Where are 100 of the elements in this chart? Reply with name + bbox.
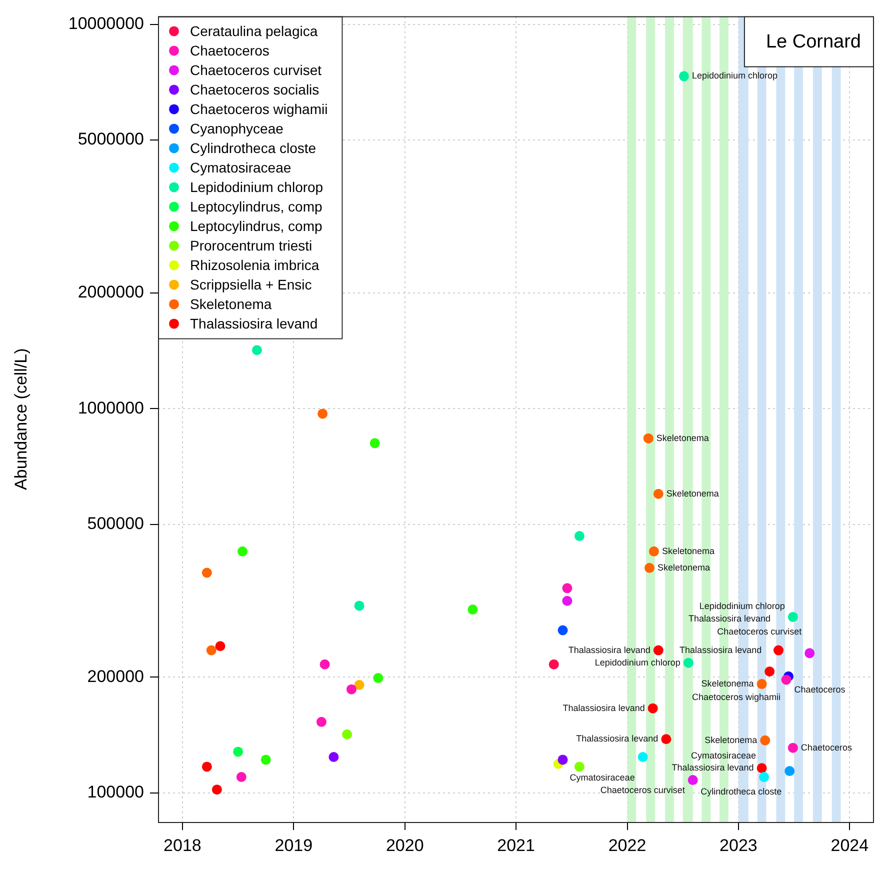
legend-label: Cyanophyceae (190, 120, 284, 137)
point (316, 716, 326, 727)
data-label: Thalassiosira levand (680, 644, 762, 655)
x-tick-label: 2021 (497, 836, 535, 855)
point (788, 612, 798, 622)
y-tick-label: 5000000 (78, 130, 144, 149)
point (638, 752, 648, 762)
legend-label: Prorocentrum triesti (190, 238, 312, 254)
data-label: Cylindrotheca closte (700, 786, 782, 797)
point (562, 596, 572, 606)
data-label: Chaetoceros curviset (600, 785, 686, 796)
legend-label: Chaetoceros socialis (190, 82, 320, 98)
point (678, 71, 689, 82)
y-tick-label: 2000000 (78, 282, 144, 302)
data-label: Skeletonema (657, 562, 710, 572)
data-label: Chaetoceros wighamii (692, 692, 780, 702)
data-label: Cymatosiraceae (691, 750, 756, 760)
data-label: Thalassiosira levand (568, 644, 650, 655)
legend-label: Thalassiosira levand (190, 316, 318, 332)
data-label: Lepidodinium chlorop (692, 70, 778, 81)
point (548, 659, 559, 670)
point (328, 752, 339, 762)
data-label: Skeletonema (656, 432, 709, 443)
y-tick-label: 1000000 (78, 398, 144, 418)
y-tick-label: 10000000 (68, 14, 144, 34)
y-tick-label: 200000 (87, 666, 144, 686)
y-tick-label: 100000 (87, 782, 144, 802)
point (342, 729, 352, 740)
legend-label: Leptocylindrus, comp (190, 198, 323, 215)
data-label: Chaetoceros curviset (717, 626, 802, 637)
legend-label: Chaetoceros (190, 42, 270, 59)
point (688, 775, 698, 786)
point (643, 433, 654, 444)
point (320, 659, 330, 670)
data-label: Thalassiosira levand (562, 702, 645, 713)
point (788, 742, 798, 753)
x-tick-label: 2019 (274, 836, 313, 855)
point (764, 666, 775, 676)
x-tick-label: 2020 (386, 836, 424, 855)
point (648, 703, 658, 714)
point (756, 679, 767, 690)
annotation: Le Cornard (766, 31, 861, 52)
point (562, 583, 572, 594)
point (558, 754, 568, 765)
point (260, 754, 271, 765)
data-label: Skeletonema (701, 678, 754, 689)
point (558, 625, 568, 636)
point (804, 648, 815, 658)
data-label: Skeletonema (662, 546, 714, 556)
data-label: Thalassiosira levand (688, 613, 770, 624)
data-label: Chaetoceros (794, 684, 846, 695)
point (756, 763, 767, 774)
point (574, 531, 584, 542)
point (215, 641, 226, 652)
x-tick-label: 2018 (164, 836, 202, 855)
legend-label: Skeletonema (190, 296, 272, 312)
x-tick-label: 2024 (830, 836, 869, 855)
data-label: Chaetoceros (800, 742, 852, 752)
x-tick-label: 2023 (720, 836, 758, 855)
data-label: Thalassiosira levand (672, 762, 754, 773)
point (206, 645, 216, 656)
point (468, 604, 478, 615)
point (233, 746, 244, 757)
point (238, 546, 248, 556)
legend-label: Cylindrotheca closte (190, 140, 316, 156)
point (683, 658, 694, 668)
legend-label: Chaetoceros curviset (190, 62, 322, 78)
data-label: Skeletonema (704, 734, 758, 745)
point (653, 645, 664, 656)
point (373, 673, 384, 684)
legend-label: Leptocylindrus, comp (190, 218, 323, 234)
point (354, 600, 364, 611)
legend-label: Cerataulina pelagica (190, 23, 318, 40)
point (574, 762, 584, 772)
legend-label: Cymatosiraceae (190, 160, 292, 176)
y-axis-title: Abundance (cell/L) (12, 348, 31, 490)
point (784, 766, 795, 776)
point (212, 784, 222, 795)
point (653, 488, 664, 499)
point (202, 762, 212, 772)
point (773, 645, 784, 656)
data-label: Skeletonema (666, 488, 719, 498)
y-tick-label: 500000 (87, 514, 144, 533)
point (354, 680, 364, 690)
point (236, 772, 246, 782)
legend-label: Lepidodinium chlorop (190, 179, 324, 196)
data-label: Lepidodinium chlorop (594, 657, 680, 668)
point (370, 438, 380, 448)
point (252, 345, 262, 356)
point (644, 562, 654, 573)
data-label: Thalassiosira levand (576, 734, 658, 744)
point (760, 735, 770, 746)
point (202, 568, 212, 578)
point (759, 772, 770, 782)
data-label: Lepidodinium chlorop (699, 600, 785, 611)
legend-label: Scrippsiella + Ensic (190, 276, 312, 293)
point (648, 546, 659, 556)
legend-label: Rhizosolenia imbrica (190, 257, 320, 274)
point (346, 684, 356, 694)
point (781, 674, 792, 685)
